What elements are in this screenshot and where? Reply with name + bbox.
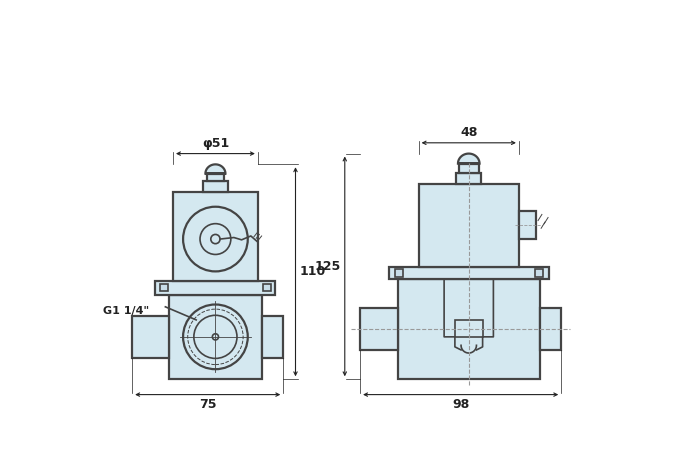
Bar — [203, 181, 227, 192]
Polygon shape — [458, 153, 479, 164]
Bar — [418, 184, 519, 267]
Text: 125: 125 — [315, 260, 341, 273]
Bar — [456, 173, 481, 184]
Bar — [262, 316, 284, 358]
Bar — [455, 320, 483, 337]
Text: 75: 75 — [199, 399, 217, 412]
Bar — [155, 281, 275, 294]
Bar — [263, 284, 271, 292]
Bar — [207, 173, 224, 181]
Circle shape — [183, 305, 248, 369]
Text: 48: 48 — [460, 126, 477, 139]
Bar — [173, 192, 258, 281]
Bar — [360, 308, 398, 350]
Polygon shape — [205, 164, 225, 173]
Bar — [389, 267, 549, 279]
Bar — [160, 284, 167, 292]
Bar — [519, 211, 536, 239]
Text: 110: 110 — [299, 266, 325, 278]
Bar — [169, 294, 262, 379]
Text: G1 1/4": G1 1/4" — [103, 306, 149, 317]
Bar — [398, 279, 539, 379]
Bar — [539, 308, 561, 350]
Bar — [132, 316, 169, 358]
Bar — [535, 269, 543, 277]
Bar — [395, 269, 402, 277]
Text: 98: 98 — [452, 399, 469, 412]
Text: φ51: φ51 — [202, 137, 229, 150]
Bar — [459, 164, 479, 173]
